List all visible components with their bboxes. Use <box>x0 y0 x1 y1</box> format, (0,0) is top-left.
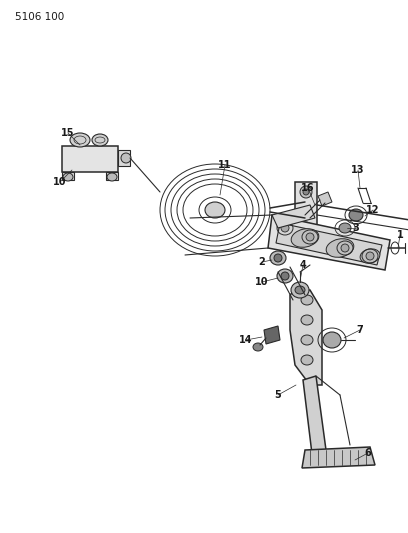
Polygon shape <box>118 150 130 166</box>
Ellipse shape <box>70 133 90 147</box>
Text: 15: 15 <box>61 128 75 138</box>
Ellipse shape <box>291 229 319 247</box>
Ellipse shape <box>270 251 286 265</box>
Ellipse shape <box>360 249 380 263</box>
Ellipse shape <box>301 315 313 325</box>
Text: 16: 16 <box>301 183 315 193</box>
Polygon shape <box>303 376 326 454</box>
Ellipse shape <box>121 153 131 163</box>
Ellipse shape <box>274 254 282 262</box>
Ellipse shape <box>301 355 313 365</box>
Text: 2: 2 <box>259 257 265 267</box>
Ellipse shape <box>205 202 225 218</box>
Polygon shape <box>303 198 315 222</box>
Ellipse shape <box>107 173 117 181</box>
Polygon shape <box>272 205 315 228</box>
Text: 3: 3 <box>353 223 359 233</box>
Text: 10: 10 <box>255 277 269 287</box>
Ellipse shape <box>366 252 374 260</box>
Ellipse shape <box>281 272 289 280</box>
Ellipse shape <box>341 244 349 252</box>
Text: 5106 100: 5106 100 <box>15 12 64 22</box>
Text: 1: 1 <box>397 230 404 240</box>
Polygon shape <box>318 192 332 206</box>
Polygon shape <box>295 182 317 238</box>
Ellipse shape <box>300 222 312 234</box>
Ellipse shape <box>300 186 312 198</box>
Ellipse shape <box>323 332 341 348</box>
Ellipse shape <box>301 335 313 345</box>
Ellipse shape <box>326 239 354 257</box>
Ellipse shape <box>63 173 73 181</box>
Ellipse shape <box>306 233 314 241</box>
Ellipse shape <box>253 343 263 351</box>
Polygon shape <box>290 290 322 385</box>
Text: 4: 4 <box>299 260 306 270</box>
Text: 6: 6 <box>365 448 371 458</box>
Ellipse shape <box>303 189 309 195</box>
Polygon shape <box>264 326 280 344</box>
Text: 11: 11 <box>218 160 232 170</box>
Polygon shape <box>62 146 118 172</box>
Ellipse shape <box>339 223 351 233</box>
Polygon shape <box>106 172 118 180</box>
Ellipse shape <box>277 269 293 283</box>
Polygon shape <box>276 223 382 265</box>
Text: 10: 10 <box>53 177 67 187</box>
Ellipse shape <box>281 224 289 232</box>
Text: 14: 14 <box>239 335 253 345</box>
Text: 12: 12 <box>366 205 380 215</box>
Text: 7: 7 <box>357 325 364 335</box>
Ellipse shape <box>291 282 309 298</box>
Ellipse shape <box>301 295 313 305</box>
Ellipse shape <box>92 134 108 146</box>
Polygon shape <box>62 172 74 180</box>
Ellipse shape <box>295 286 305 294</box>
Ellipse shape <box>303 225 309 231</box>
Polygon shape <box>302 447 375 468</box>
Text: 5: 5 <box>275 390 282 400</box>
Text: 13: 13 <box>351 165 365 175</box>
Ellipse shape <box>349 209 363 221</box>
Polygon shape <box>268 215 390 270</box>
